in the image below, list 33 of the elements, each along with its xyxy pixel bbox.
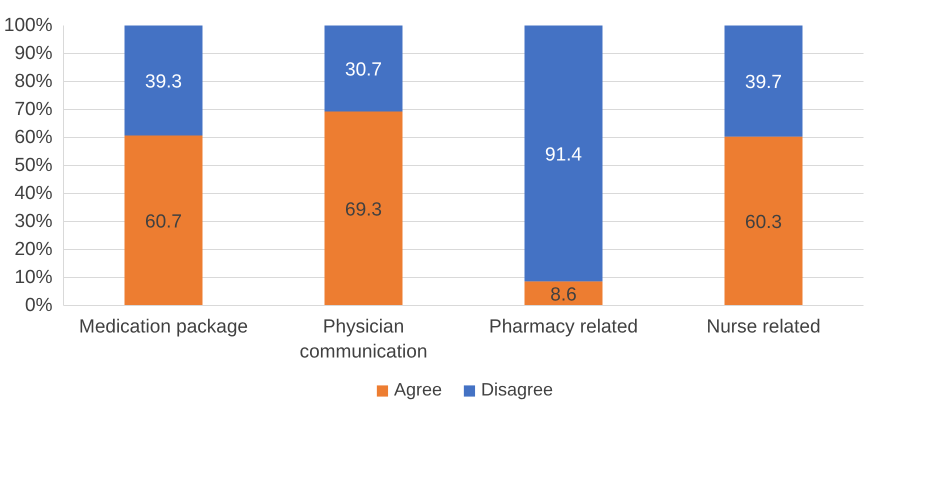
y-tick-label: 10% [14,267,53,288]
legend-label: Agree [394,380,442,400]
x-tick-label: Medication package [79,316,248,338]
data-label: 39.3 [145,72,182,93]
data-label: 39.7 [745,72,782,94]
y-tick-label: 50% [14,155,53,176]
legend-label: Disagree [481,380,554,400]
bar [724,26,802,137]
data-label: 69.3 [345,199,382,220]
data-label: 8.6 [550,284,577,306]
data-label: 91.4 [545,144,582,166]
x-tick-label: Pharmacy related [489,316,638,338]
data-label: 30.7 [345,59,382,80]
x-tick-label: Nurse related [706,316,821,338]
data-label: 60.7 [145,212,182,233]
y-tick-label: 70% [14,99,53,120]
bar [324,26,402,112]
y-tick-label: 100% [4,15,53,36]
bar [524,281,602,306]
bar [524,26,602,282]
bar [324,111,402,306]
y-tick-label: 80% [14,71,53,92]
y-tick-label: 20% [14,239,53,260]
y-tick-label: 30% [14,211,53,232]
data-label: 60.3 [745,212,782,234]
y-tick-label: 40% [14,183,53,204]
bar [724,136,802,306]
y-tick-label: 0% [25,295,53,316]
bar [124,136,202,306]
y-tick-label: 60% [14,127,53,148]
y-tick-label: 90% [14,43,53,64]
bar [124,26,202,136]
x-tick-label: Physician communication [300,316,428,363]
